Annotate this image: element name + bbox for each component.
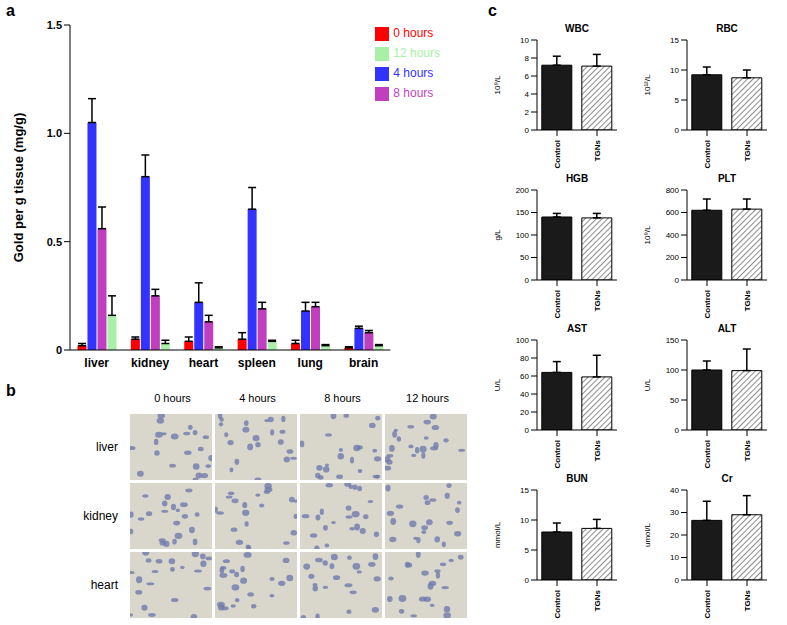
svg-text:TGNs: TGNs [743, 589, 752, 611]
svg-text:100: 100 [516, 336, 530, 345]
html-text:PLT: PLT [717, 173, 737, 184]
html-text:c: c [488, 2, 497, 19]
html-text:b: b [6, 382, 16, 399]
svg-text:200: 200 [666, 253, 680, 262]
svg-text:TGNs: TGNs [743, 439, 752, 461]
svg-text:5: 5 [525, 546, 530, 555]
svg-text:brain: brain [349, 356, 378, 370]
svg-text:kidney: kidney [131, 356, 169, 370]
svg-text:60: 60 [520, 372, 529, 381]
svg-text:400: 400 [666, 231, 680, 240]
svg-text:5: 5 [675, 96, 680, 105]
svg-text:Control: Control [703, 140, 712, 168]
svg-text:0: 0 [525, 126, 530, 135]
html-text:HGB: HGB [565, 173, 589, 184]
html-text:0 hours: 0 hours [393, 26, 434, 40]
svg-text:10: 10 [670, 553, 679, 562]
svg-text:15: 15 [670, 36, 679, 45]
svg-text:TGNs: TGNs [593, 139, 602, 161]
svg-text:150: 150 [666, 336, 680, 345]
svg-text:U/L: U/L [643, 378, 652, 391]
svg-text:80: 80 [520, 354, 529, 363]
svg-text:100: 100 [516, 231, 530, 240]
svg-text:Control: Control [553, 590, 562, 618]
svg-text:liver: liver [84, 356, 109, 370]
svg-text:8: 8 [525, 54, 530, 63]
svg-text:30: 30 [670, 508, 679, 517]
html-text:a: a [6, 2, 15, 19]
svg-text:TGNs: TGNs [743, 139, 752, 161]
svg-text:Control: Control [703, 290, 712, 318]
svg-text:Control: Control [703, 590, 712, 618]
svg-text:0: 0 [525, 576, 530, 585]
svg-text:10¹²/L: 10¹²/L [643, 74, 652, 95]
html-text:0 hours: 0 hours [154, 392, 191, 404]
svg-text:1.5: 1.5 [47, 19, 62, 31]
svg-text:4: 4 [525, 90, 530, 99]
svg-text:TGNs: TGNs [743, 289, 752, 311]
svg-text:lung: lung [298, 356, 323, 370]
svg-text:150: 150 [516, 208, 530, 217]
svg-text:0.5: 0.5 [47, 236, 62, 248]
html-text:4 hours: 4 hours [239, 392, 276, 404]
html-text:heart: heart [90, 577, 118, 592]
svg-text:10: 10 [670, 66, 679, 75]
svg-text:mmol/L: mmol/L [493, 521, 502, 548]
svg-text:0: 0 [675, 126, 680, 135]
svg-text:2: 2 [525, 108, 530, 117]
html-text:WBC: WBC [565, 23, 589, 34]
svg-text:15: 15 [520, 486, 529, 495]
svg-text:40: 40 [670, 486, 679, 495]
svg-text:0: 0 [525, 426, 530, 435]
svg-text:0: 0 [56, 344, 62, 356]
html-text:12 hours: 12 hours [393, 46, 440, 60]
svg-text:100: 100 [666, 366, 680, 375]
svg-text:TGNs: TGNs [593, 589, 602, 611]
svg-text:600: 600 [666, 208, 680, 217]
html-text:12 hours: 12 hours [406, 392, 449, 404]
html-text:8 hours: 8 hours [324, 392, 361, 404]
svg-text:Control: Control [553, 290, 562, 318]
svg-text:10: 10 [520, 516, 529, 525]
svg-text:Control: Control [703, 440, 712, 468]
svg-text:TGNs: TGNs [593, 439, 602, 461]
svg-text:0: 0 [675, 276, 680, 285]
html-text:AST: AST [567, 323, 587, 334]
svg-text:Control: Control [553, 440, 562, 468]
svg-text:U/L: U/L [493, 378, 502, 391]
svg-text:umol/L: umol/L [643, 522, 652, 547]
html-text:4 hours: 4 hours [393, 66, 434, 80]
svg-text:200: 200 [516, 186, 530, 195]
html-text:kidney: kidney [83, 508, 118, 523]
svg-text:g/L: g/L [493, 229, 502, 241]
html-text:8 hours: 8 hours [393, 86, 434, 100]
svg-text:Gold per g tissue (mg/g): Gold per g tissue (mg/g) [11, 113, 26, 263]
svg-text:50: 50 [520, 253, 529, 262]
svg-text:1.0: 1.0 [47, 127, 62, 139]
svg-text:Control: Control [553, 140, 562, 168]
html-text:RBC: RBC [716, 23, 738, 34]
svg-text:TGNs: TGNs [593, 289, 602, 311]
svg-text:10⁹/L: 10⁹/L [493, 75, 502, 95]
svg-text:0: 0 [525, 276, 530, 285]
svg-text:10: 10 [520, 36, 529, 45]
svg-text:0: 0 [675, 426, 680, 435]
svg-text:0: 0 [675, 576, 680, 585]
svg-text:20: 20 [670, 531, 679, 540]
html-text:Cr: Cr [721, 473, 733, 484]
svg-text:heart: heart [189, 356, 218, 370]
html-text:BUN: BUN [566, 473, 588, 484]
html-text:ALT: ALT [717, 323, 737, 334]
svg-text:50: 50 [670, 396, 679, 405]
svg-text:10⁹/L: 10⁹/L [643, 225, 652, 245]
svg-text:800: 800 [666, 186, 680, 195]
svg-text:6: 6 [525, 72, 530, 81]
svg-text:20: 20 [520, 408, 529, 417]
svg-text:spleen: spleen [238, 356, 276, 370]
html-text:liver: liver [96, 439, 118, 454]
svg-text:40: 40 [520, 390, 529, 399]
